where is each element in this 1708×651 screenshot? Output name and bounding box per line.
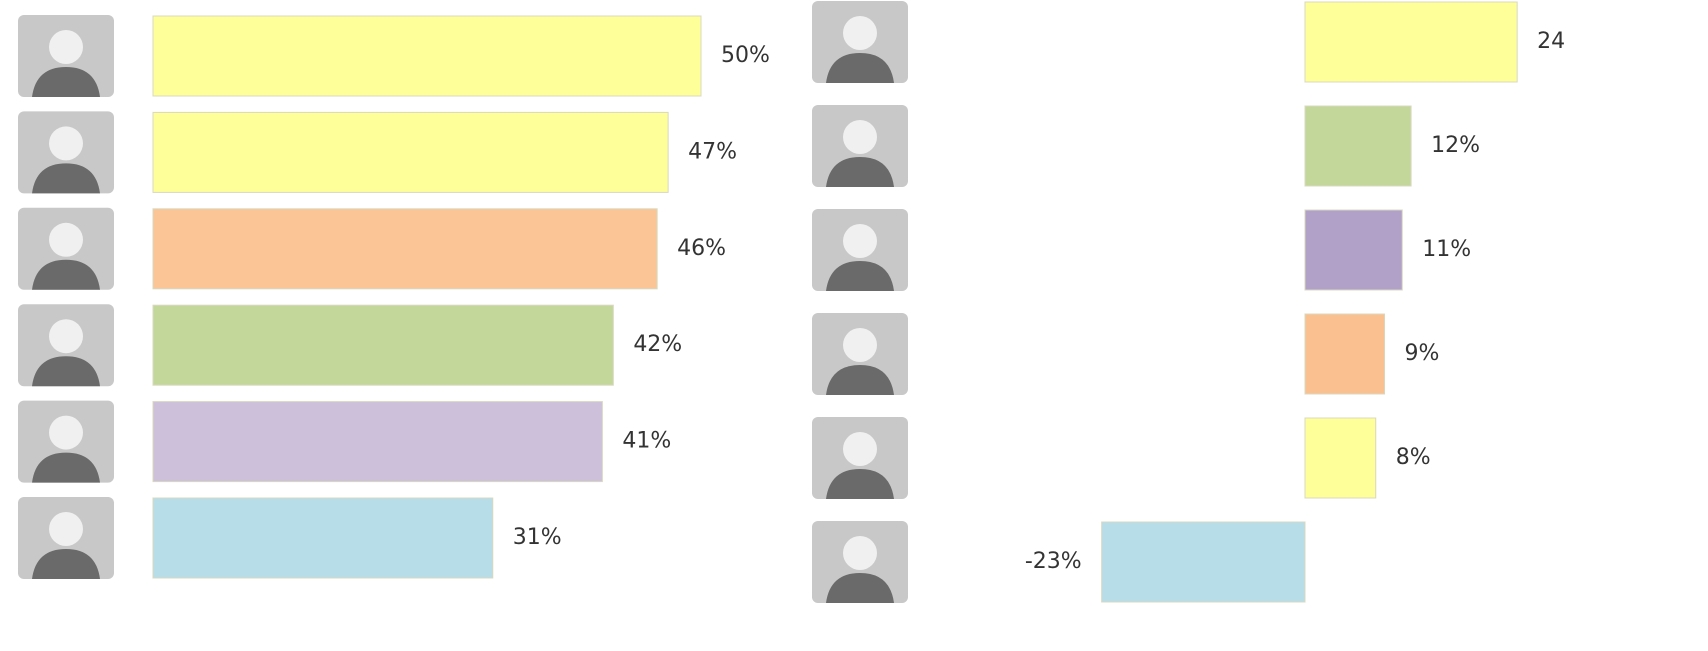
portrait	[812, 417, 908, 499]
value-label: 31%	[513, 525, 562, 550]
bar	[1304, 417, 1377, 499]
value-label: 46%	[677, 236, 726, 261]
value-label: 42%	[633, 332, 682, 357]
portrait	[18, 111, 114, 194]
value-label: 11%	[1422, 237, 1471, 262]
portrait	[18, 304, 114, 387]
portrait	[18, 207, 114, 290]
value-label: 24	[1537, 29, 1565, 54]
bar	[152, 401, 603, 483]
value-label: 41%	[622, 429, 671, 454]
bar	[1304, 1, 1518, 83]
bar	[1304, 313, 1386, 395]
portrait	[18, 497, 114, 579]
bar	[152, 497, 494, 579]
value-label: 8%	[1396, 445, 1431, 470]
portrait	[812, 1, 908, 83]
value-label: 9%	[1405, 341, 1440, 366]
bar	[1304, 105, 1412, 187]
bar	[152, 304, 614, 386]
portrait	[812, 209, 908, 291]
bar	[1101, 521, 1306, 603]
value-label: -23%	[1025, 549, 1082, 574]
portrait	[18, 400, 114, 483]
portrait	[18, 15, 114, 97]
bar	[152, 15, 702, 97]
value-label: 12%	[1431, 133, 1480, 158]
bar	[152, 208, 658, 290]
portrait	[812, 105, 908, 187]
portrait	[812, 521, 908, 603]
value-label: 47%	[688, 139, 737, 164]
value-label: 50%	[721, 43, 770, 68]
bar	[152, 111, 669, 193]
bar	[1304, 209, 1403, 291]
portrait	[812, 313, 908, 395]
